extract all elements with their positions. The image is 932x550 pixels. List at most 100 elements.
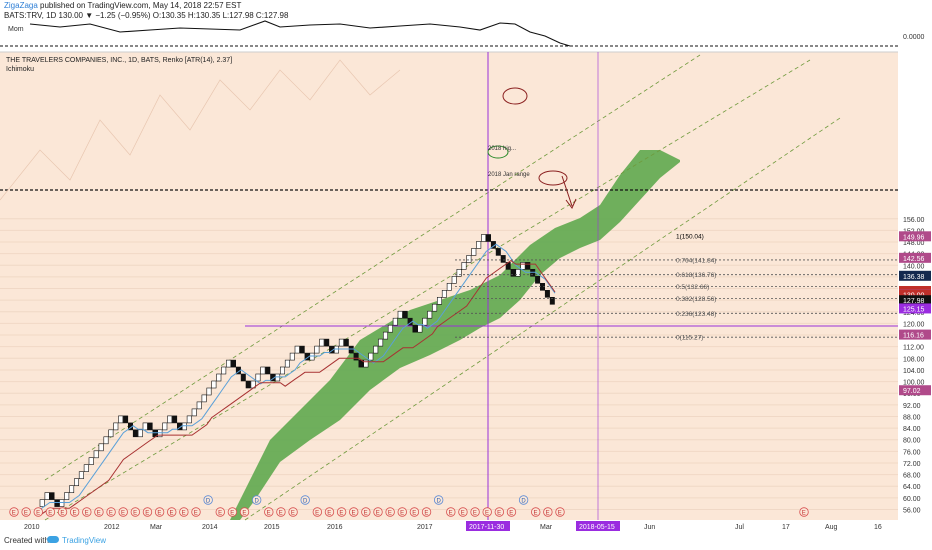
renko-brick-up — [275, 373, 281, 382]
fib-levels-layer: 1(150.04) 0.764(141.84) 0.618(136.76) 0.5(1… — [455, 87, 898, 342]
event-marker-label: E — [449, 510, 453, 516]
renko-brick-up — [427, 310, 433, 319]
event-marker-label: E — [315, 510, 319, 516]
renko-brick-down — [510, 268, 516, 277]
renko-brick-down — [402, 310, 408, 319]
renko-brick-up — [118, 415, 124, 424]
price-badge-label: 142.56 — [903, 256, 925, 263]
mom-pane-background — [0, 0, 932, 52]
earnings-marker — [324, 507, 335, 517]
event-marker-label: E — [48, 510, 52, 516]
renko-brick-up — [441, 289, 447, 298]
renko-brick-up — [289, 352, 295, 361]
earnings-marker — [349, 507, 359, 517]
earnings-marker — [130, 507, 141, 517]
renko-brick-down — [343, 338, 349, 347]
earnings-marker — [276, 507, 286, 517]
renko-brick-up — [162, 422, 168, 431]
renko-brick-up — [373, 345, 379, 354]
event-marker-label: E — [60, 510, 64, 516]
renko-brick-up — [211, 380, 217, 389]
renko-brick-up — [368, 352, 374, 361]
renko-brick-up — [397, 310, 403, 319]
earnings-marker — [191, 507, 201, 517]
publish-line: ZigaZaga published on TradingView.com, M… — [4, 1, 241, 10]
event-marker-label: D — [206, 498, 211, 504]
renko-brick-down — [353, 352, 359, 361]
renko-brick-up — [103, 436, 109, 445]
main-pane-title: THE TRAVELERS COMPANIES, INC., 1D, BATS,… — [6, 57, 232, 64]
earnings-marker — [543, 507, 553, 517]
earnings-marker — [385, 507, 395, 517]
event-marker-label: E — [461, 510, 465, 516]
event-marker-label: E — [509, 510, 513, 516]
annotation-circle-green — [487, 145, 509, 159]
y-tick-label: 88.00 — [903, 414, 921, 421]
x-date-badge-label: 2018-05-15 — [579, 524, 615, 531]
event-marker-label: E — [497, 510, 501, 516]
y-tick-label: 92.00 — [903, 403, 921, 410]
published-text: published on TradingView.com, May 14, 20… — [40, 1, 242, 10]
event-marker-label: D — [436, 498, 441, 504]
event-marker-label: E — [424, 510, 428, 516]
event-marker-label: E — [352, 510, 356, 516]
renko-brick-up — [279, 366, 285, 375]
fib-level-label: 0.382(128.56) — [676, 296, 716, 303]
earnings-marker — [167, 507, 177, 517]
earnings-marker — [179, 507, 189, 517]
dividend-marker — [433, 495, 444, 505]
y-tick-label: 68.00 — [903, 473, 921, 480]
renko-brick-up — [181, 422, 187, 431]
event-marker-label: E — [157, 510, 161, 516]
renko-brick-down — [172, 415, 178, 424]
event-marker-label: E — [558, 510, 562, 516]
renko-brick-up — [255, 373, 261, 382]
renko-brick-up — [422, 317, 428, 326]
renko-brick-up — [294, 345, 300, 354]
event-marker-label: E — [85, 510, 89, 516]
renko-brick-up — [471, 248, 477, 256]
earnings-marker — [373, 507, 383, 517]
dividend-marker — [300, 495, 310, 505]
down-arrow-icon — [561, 175, 577, 209]
renko-brick-up — [333, 345, 339, 354]
event-marker-label: E — [267, 510, 271, 516]
y-tick-label: 104.00 — [903, 368, 925, 375]
x-date-badge — [466, 521, 510, 531]
y-tick-label: 120.00 — [903, 321, 925, 328]
renko-brick-up — [137, 429, 143, 438]
tradingview-brand-link[interactable]: TradingView — [62, 536, 107, 545]
dividend-marker — [518, 495, 529, 505]
earnings-marker — [409, 507, 420, 517]
event-marker-label: E — [473, 510, 477, 516]
author-link[interactable]: ZigaZaga — [4, 1, 38, 10]
x-tick-label: 2010 — [24, 524, 40, 531]
earnings-marker — [421, 507, 432, 517]
event-marker-label: D — [521, 498, 526, 504]
event-marker-label: E — [72, 510, 76, 516]
renko-brick-up — [78, 471, 84, 480]
renko-brick-up — [456, 268, 462, 277]
renko-brick-up — [284, 359, 290, 368]
earnings-marker — [94, 507, 104, 517]
earnings-marker — [142, 507, 153, 517]
fib-level-label: 0(115.27) — [676, 335, 703, 342]
event-marker-label: E — [170, 510, 174, 516]
renko-brick-up — [338, 338, 344, 347]
renko-brick-up — [69, 485, 75, 494]
event-marker-label: E — [327, 510, 331, 516]
renko-brick-up — [314, 345, 320, 354]
event-marker-label: E — [182, 510, 186, 516]
tradingview-cloud-icon — [47, 536, 59, 543]
fib-level-label: 0.618(136.76) — [676, 272, 716, 279]
renko-brick-up — [93, 450, 99, 459]
renko-brick-up — [83, 464, 89, 473]
renko-brick-up — [59, 499, 65, 507]
renko-brick-down — [54, 499, 60, 507]
earnings-marker — [9, 507, 19, 517]
event-marker-label: E — [145, 510, 149, 516]
x-tick-label: 2015 — [264, 524, 280, 531]
renko-brick-up — [476, 241, 482, 249]
kijun-line — [39, 259, 556, 516]
event-marker-label: E — [109, 510, 113, 516]
